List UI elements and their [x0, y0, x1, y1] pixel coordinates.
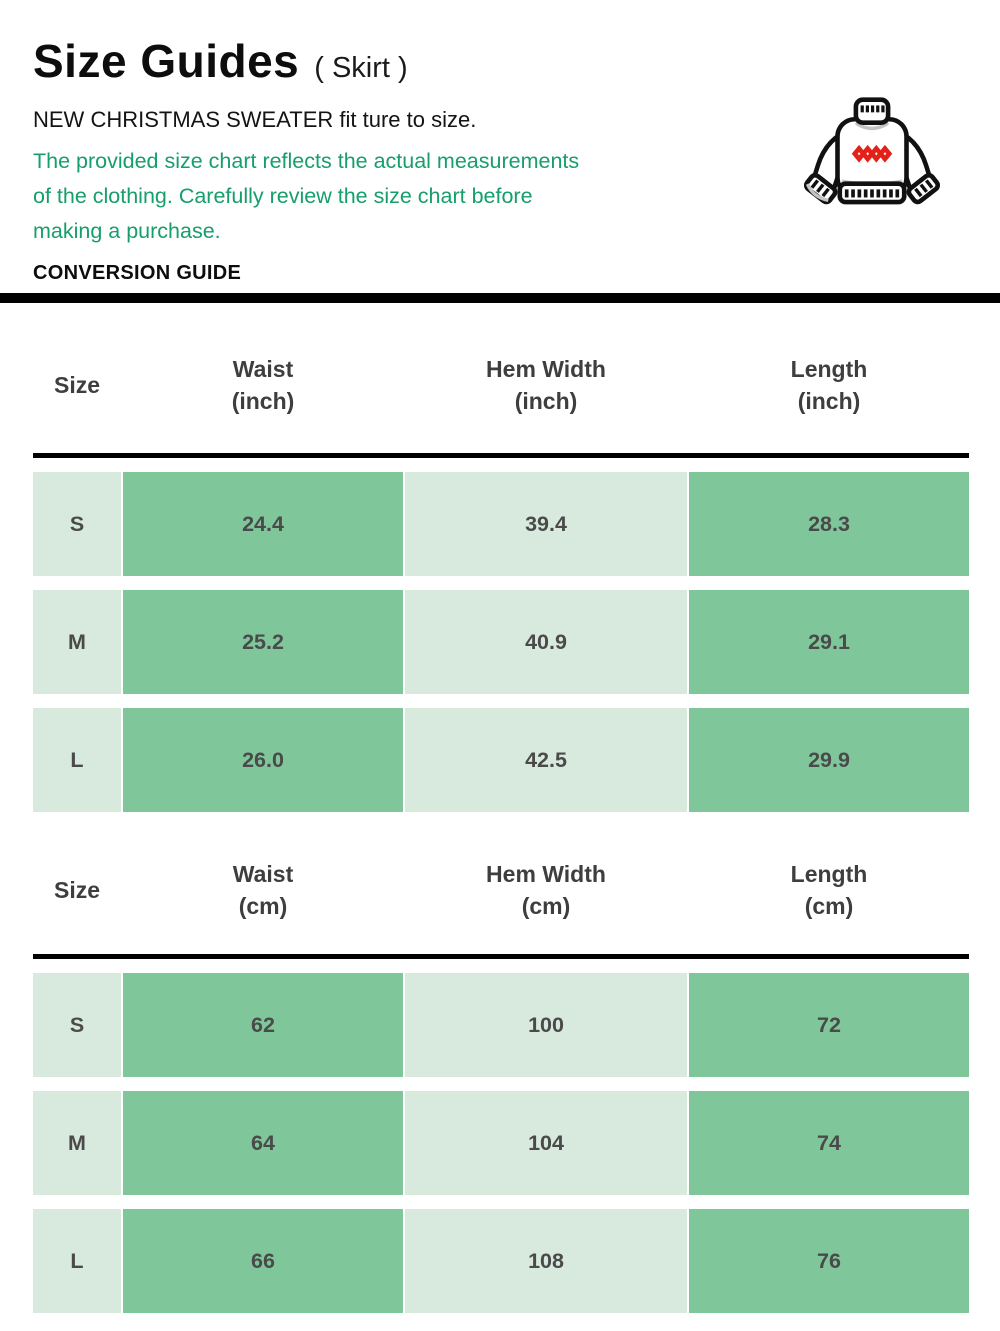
column-header-length: Length (inch)	[790, 356, 868, 414]
size-note-line: The provided size chart reflects the act…	[33, 149, 580, 173]
table-row-m: M 25.2 40.9 29.1	[33, 590, 969, 694]
cell-hem-width: 39.4	[405, 472, 687, 576]
cell-hem-width: 104	[405, 1091, 687, 1195]
fit-subtitle: NEW CHRISTMAS SWEATER fit ture to size.	[33, 107, 477, 132]
cell-length: 76	[689, 1209, 969, 1313]
cell-size: L	[33, 1209, 121, 1313]
cell-length: 72	[689, 973, 969, 1077]
column-header-length: Length (cm)	[790, 861, 868, 919]
header: Size Guides ( Skirt ) NEW CHRISTMAS SWEA…	[33, 34, 773, 285]
page-title-suffix: ( Skirt )	[314, 52, 408, 84]
cell-size: S	[33, 472, 121, 576]
size-note-line: of the clothing. Carefully review the si…	[33, 184, 533, 208]
column-header-waist: Waist (inch)	[231, 356, 295, 414]
cell-length: 28.3	[689, 472, 969, 576]
size-table-inch: Size Waist (inch) Hem Width (inch) Lengt…	[33, 303, 969, 812]
cell-hem-width: 40.9	[405, 590, 687, 694]
table-row-m: M 64 104 74	[33, 1091, 969, 1195]
cell-hem-width: 100	[405, 973, 687, 1077]
header-underline	[33, 954, 969, 959]
page-title: Size Guides	[33, 35, 300, 87]
cell-hem-width: 42.5	[405, 708, 687, 812]
conversion-guide-label: CONVERSION GUIDE	[33, 262, 242, 284]
column-header-hem-width: Hem Width (cm)	[486, 861, 606, 919]
cell-size: M	[33, 1091, 121, 1195]
column-header-size: Size	[53, 877, 101, 903]
table-row-l: L 26.0 42.5 29.9	[33, 708, 969, 812]
christmas-sweater-icon	[803, 96, 941, 223]
title-row: Size Guides ( Skirt )	[33, 34, 773, 88]
table-row-s: S 24.4 39.4 28.3	[33, 472, 969, 576]
table-row-s: S 62 100 72	[33, 973, 969, 1077]
cell-length: 29.1	[689, 590, 969, 694]
cell-waist: 64	[123, 1091, 403, 1195]
header-underline	[33, 453, 969, 458]
section-divider-bar	[0, 293, 1000, 303]
cell-waist: 62	[123, 973, 403, 1077]
table-header-row: Size Waist (cm) Hem Width (cm) Length (c…	[33, 812, 969, 922]
size-table-cm: Size Waist (cm) Hem Width (cm) Length (c…	[33, 812, 969, 1313]
cell-size: L	[33, 708, 121, 812]
cell-length: 74	[689, 1091, 969, 1195]
column-header-size: Size	[53, 372, 101, 398]
cell-hem-width: 108	[405, 1209, 687, 1313]
table-header-row: Size Waist (inch) Hem Width (inch) Lengt…	[33, 303, 969, 417]
cell-waist: 26.0	[123, 708, 403, 812]
size-note-line: making a purchase.	[33, 219, 221, 243]
size-note: The provided size chart reflects the act…	[33, 144, 773, 249]
size-tables: Size Waist (inch) Hem Width (inch) Lengt…	[33, 303, 969, 1313]
table-row-l: L 66 108 76	[33, 1209, 969, 1313]
column-header-hem-width: Hem Width (inch)	[486, 356, 606, 414]
cell-waist: 25.2	[123, 590, 403, 694]
column-header-waist: Waist (cm)	[232, 861, 294, 919]
cell-waist: 24.4	[123, 472, 403, 576]
cell-length: 29.9	[689, 708, 969, 812]
cell-size: S	[33, 973, 121, 1077]
cell-waist: 66	[123, 1209, 403, 1313]
cell-size: M	[33, 590, 121, 694]
